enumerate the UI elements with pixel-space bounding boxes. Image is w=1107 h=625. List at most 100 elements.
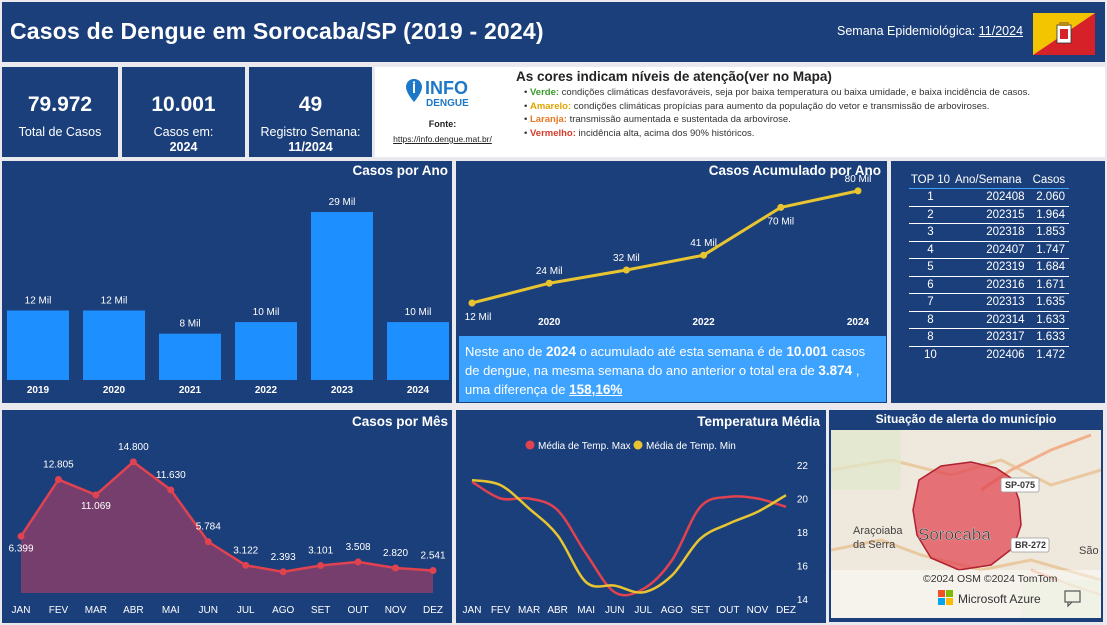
top10-header-0[interactable]: TOP 10 [910, 173, 951, 186]
summary-p4: , uma diferença de [465, 363, 860, 397]
x-tick-2019: 2019 [27, 385, 50, 396]
top10-cell: 1.684 [1036, 261, 1065, 274]
kpi-year-label-text: Casos em: [153, 125, 214, 139]
acc-point-2023[interactable] [777, 203, 785, 211]
table-row[interactable]: 8 202317 1.633 [909, 328, 1069, 347]
acc-point-2019[interactable] [468, 299, 476, 307]
top10-header-2[interactable]: Casos [1032, 173, 1066, 186]
bar-label-2019: 12 Mil [25, 295, 52, 306]
legend-dot-0 [525, 440, 535, 450]
table-row[interactable]: 1 202408 2.060 [909, 188, 1069, 207]
table-row[interactable]: 4 202407 1.747 [909, 241, 1069, 259]
acc-label-2024: 80 Mil [845, 174, 872, 185]
top10-cell: 202314 [986, 313, 1025, 326]
bar-label-2022: 10 Mil [253, 307, 280, 318]
acc-point-2021[interactable] [622, 266, 630, 274]
temp-line-1[interactable] [471, 478, 787, 594]
top10-cell: 1.633 [1036, 331, 1065, 344]
road-sp075-label: SP-075 [1005, 480, 1035, 490]
month-point-JAN[interactable] [17, 532, 25, 540]
month-point-JUL[interactable] [242, 561, 250, 569]
top10-cell: 8 [927, 313, 934, 326]
x-tick-2023: 2023 [331, 385, 354, 396]
month-point-JUN[interactable] [204, 538, 212, 546]
top10-cell: 1.472 [1036, 349, 1065, 361]
map-title: Situação de alerta do município [875, 412, 1057, 426]
month-point-SET[interactable] [317, 562, 325, 570]
month-point-NOV[interactable] [392, 564, 400, 572]
top10-cell: 202315 [986, 208, 1025, 221]
month-point-DEZ[interactable] [429, 566, 437, 574]
legend-item-vermelho: • Vermelho: incidência alta, acima dos 9… [524, 128, 754, 139]
week-indicator: Semana Epidemiológica: 11/2024 [837, 24, 1023, 38]
table-row[interactable]: 10 202406 1.472 [909, 346, 1069, 364]
table-row[interactable]: 2 202315 1.964 [909, 206, 1069, 224]
month-point-AGO[interactable] [279, 568, 287, 576]
bar-label-2020: 12 Mil [101, 295, 128, 306]
summary-year: 2024 [545, 344, 576, 359]
temp-x-tick-MAR: MAR [518, 605, 540, 616]
fonte-link[interactable]: https://info.dengue.mat.br/ [393, 134, 492, 144]
summary-p2: o acumulado até esta semana é de [576, 344, 787, 359]
temp-legend-1: Média de Temp. Min [646, 441, 736, 452]
top10-cell: 1 [927, 191, 934, 204]
temp-y-tick-16: 16 [797, 562, 809, 573]
bar-label-2021: 8 Mil [179, 319, 200, 330]
map-ara-label: Araçoiaba [853, 525, 903, 537]
bar-2022[interactable] [235, 322, 297, 380]
temperature-chart: Média de Temp. Max Média de Temp. Min 22 20… [463, 440, 809, 616]
month-point-FEV[interactable] [54, 476, 62, 484]
acc-point-2020[interactable] [545, 279, 553, 287]
bar-2024[interactable] [387, 322, 449, 380]
month-point-MAR[interactable] [92, 491, 100, 499]
road-br272-label: BR-272 [1015, 540, 1046, 550]
month-point-ABR[interactable] [129, 458, 137, 466]
temp-x-tick-JAN: JAN [463, 605, 482, 616]
cases-by-year-title: Casos por Ano [352, 163, 448, 178]
table-row[interactable]: 7 202313 1.635 [909, 293, 1069, 312]
page-title: Casos de Dengue em Sorocaba/SP (2019 - 2… [10, 18, 544, 44]
acc-label-2020: 24 Mil [536, 266, 563, 277]
summary-prev: 3.874 [818, 363, 853, 378]
month-line [19, 460, 434, 574]
kpi-year-cases: 10.001 Casos em: 2024 [122, 67, 245, 157]
acc-label-2023: 70 Mil [767, 216, 794, 227]
month-x-tick-FEV: FEV [49, 605, 69, 616]
week-value[interactable]: 11/2024 [978, 24, 1024, 38]
top10-cell: 2 [927, 208, 934, 221]
kpi-year-label: Casos em: 2024 [122, 125, 245, 155]
temperature-title: Temperatura Média [697, 414, 820, 429]
summary-text: Neste ano de 2024 o acumulado até esta s… [459, 336, 886, 402]
table-row[interactable]: 3 202318 1.853 [909, 223, 1069, 242]
temp-line-0[interactable] [471, 480, 787, 597]
top10-cell: 1.853 [1036, 226, 1065, 239]
summary-p1: Neste ano de [465, 344, 546, 359]
acc-point-2022[interactable] [700, 251, 708, 259]
top10-cell: 3 [927, 226, 934, 239]
summary-diff: 158,16% [569, 382, 623, 397]
table-row[interactable]: 6 202316 1.671 [909, 276, 1069, 294]
temp-x-tick-NOV: NOV [747, 605, 769, 616]
month-point-MAI[interactable] [167, 486, 175, 494]
bar-2021[interactable] [159, 333, 221, 380]
table-row[interactable]: 8 202314 1.633 [909, 311, 1069, 329]
table-row[interactable]: 5 202319 1.684 [909, 258, 1069, 277]
map-ara-label-2: da Serra [853, 539, 896, 551]
kpi-year-value: 10.001 [151, 93, 216, 116]
month-label-NOV: 2.820 [383, 548, 408, 559]
x-tick-2020: 2020 [103, 385, 126, 396]
kpi-total-value: 79.972 [27, 93, 93, 116]
month-label-JUL: 3.122 [233, 545, 258, 556]
alert-map[interactable]: SP-075 BR-272 Sorocaba Araçoiaba da Serr… [831, 430, 1101, 618]
month-point-OUT[interactable] [354, 558, 362, 566]
bar-2020[interactable] [83, 310, 145, 380]
bar-2019[interactable] [7, 310, 69, 380]
top10-cell: 5 [927, 261, 934, 274]
top10-cell: 202318 [986, 226, 1025, 239]
acc-point-2024[interactable] [854, 187, 862, 195]
month-x-tick-NOV: NOV [385, 605, 407, 616]
bar-2023[interactable] [311, 212, 373, 380]
top10-cell: 6 [927, 278, 934, 291]
comment-icon[interactable] [1064, 590, 1081, 608]
top10-header-1[interactable]: Ano/Semana [954, 173, 1022, 186]
